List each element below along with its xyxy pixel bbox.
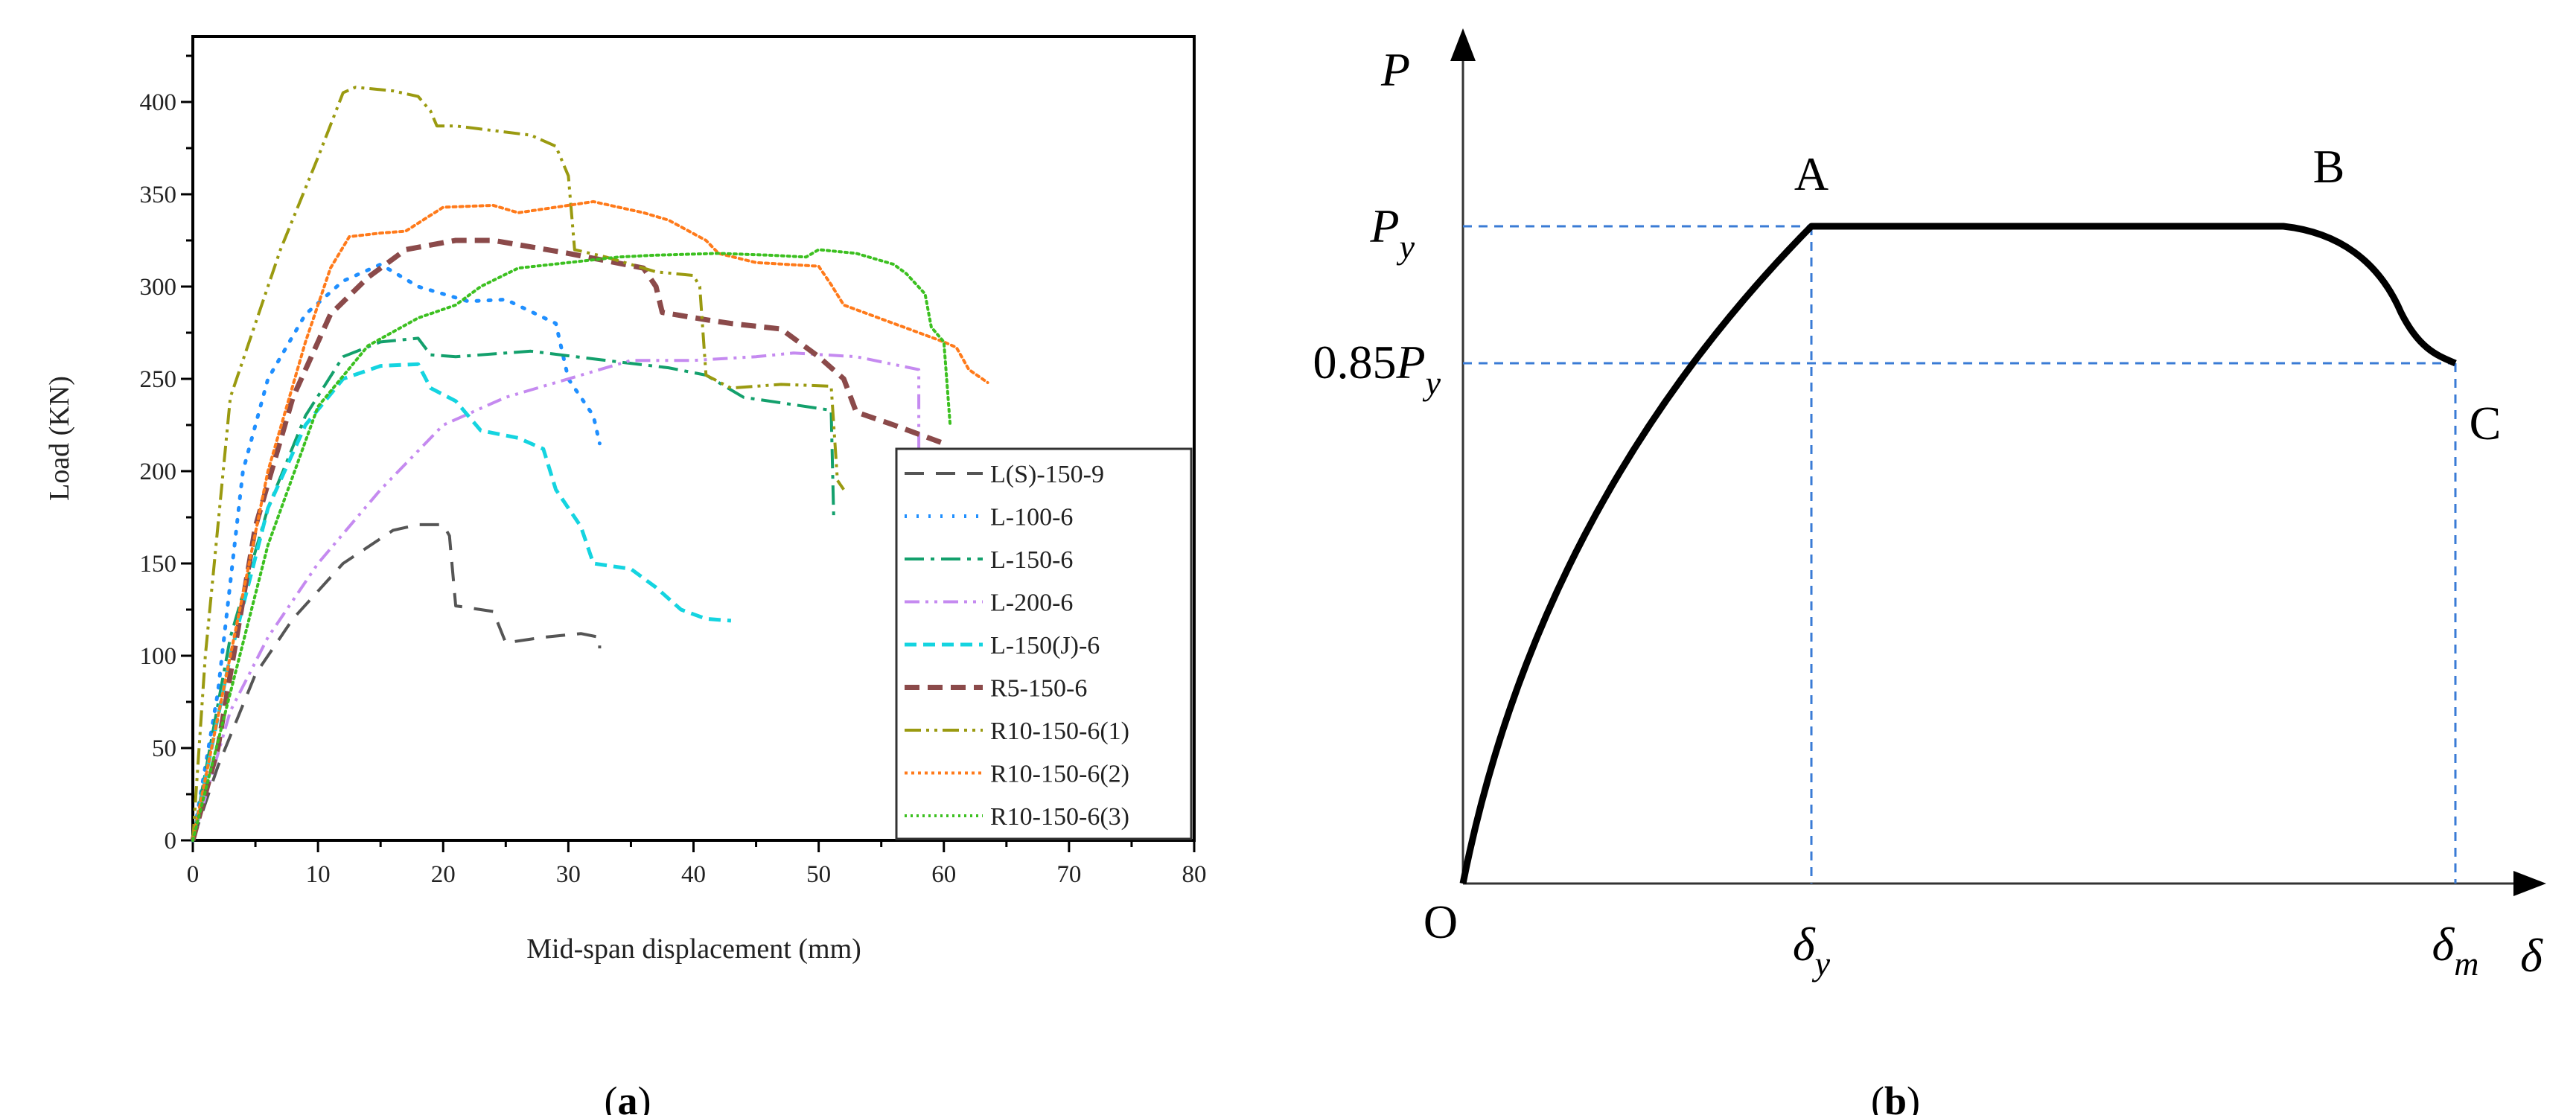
series-line-R10-150-6(3): [191, 248, 952, 842]
legend-label: L-150(J)-6: [990, 632, 1100, 659]
legend-label: L(S)-150-9: [990, 461, 1104, 488]
y-axis-label-p: P: [1380, 43, 1410, 96]
legend-label: L-100-6: [990, 504, 1073, 531]
x-axis-label-delta: δ: [2520, 929, 2543, 982]
x-tick-label: 70: [1056, 861, 1081, 888]
load-displacement-curve: [1459, 223, 2457, 884]
dy-base: δ: [1793, 918, 1816, 971]
x-tick-label: 60: [931, 861, 956, 888]
x-axis-label: Mid-span displacement (mm): [526, 933, 861, 965]
085-prefix: 0.85: [1313, 336, 1396, 389]
y-axis-label: Load (KN): [44, 376, 75, 501]
x-tick-label: 50: [806, 861, 831, 888]
x-tick-label: 10: [306, 861, 331, 888]
y-tick-label: 200: [140, 459, 177, 485]
y-tick-label: 50: [152, 735, 176, 762]
legend-label: R10-150-6(3): [990, 803, 1129, 831]
series-line-L-150(J)-6: [191, 362, 732, 841]
y-tick-label: 300: [140, 274, 177, 301]
series-line-L-100-6: [191, 262, 602, 843]
series-lines: [190, 86, 989, 843]
origin-label: O: [1424, 895, 1458, 948]
085py-label: 0.85Py: [1313, 336, 1441, 402]
series-line-L-150-6: [191, 336, 835, 841]
x-tick-label: 40: [681, 861, 706, 888]
y-tick-label: 150: [140, 551, 177, 578]
series-line-L-200-6: [191, 351, 921, 841]
dm-sub: m: [2454, 945, 2478, 983]
point-c-label: C: [2470, 397, 2502, 450]
series-line-R10-150-6(2): [191, 199, 989, 842]
x-axis-arrow-icon: [2513, 871, 2546, 896]
series-line-R5-150-6: [190, 237, 946, 841]
dy-label: δy: [1793, 918, 1831, 983]
legend-label: L-150-6: [990, 546, 1073, 574]
legend-label: R5-150-6: [990, 675, 1087, 703]
series-line-R10-150-6(1): [191, 86, 845, 841]
legend-label: R10-150-6(2): [990, 761, 1129, 788]
py-sub: y: [1397, 228, 1415, 266]
085py-base: P: [1395, 336, 1425, 389]
legend-label: R10-150-6(1): [990, 718, 1129, 745]
panel-b-diagram: P A B C O Py 0.85Py δy δm δ (b): [1313, 28, 2546, 1115]
y-axis-arrow-icon: [1450, 28, 1476, 61]
panel-b-caption: (b): [1871, 1079, 1920, 1115]
point-a-label: A: [1794, 147, 1829, 200]
x-tick-label: 0: [187, 861, 200, 888]
dm-base: δ: [2432, 918, 2455, 971]
y-tick-label: 100: [140, 643, 177, 670]
py-label: Py: [1369, 199, 1415, 266]
guide-lines: [1463, 225, 2457, 884]
x-tick-label: 30: [556, 861, 581, 888]
py-base: P: [1369, 199, 1399, 252]
panel-a-caption: (a): [605, 1079, 651, 1115]
series-line-L(S)-150-9: [191, 523, 602, 841]
panel-b-letter: b: [1884, 1079, 1907, 1115]
legend-label: L-200-6: [990, 590, 1073, 617]
legend: L(S)-150-9 L-100-6 L-150-6 L-200-6 L-150(J)-…: [905, 461, 1129, 831]
dm-label: δm: [2432, 918, 2479, 983]
y-tick-label: 250: [140, 366, 177, 393]
085py-sub: y: [1423, 364, 1441, 402]
axis-ticks: 0 10 20 30 40 50 60 70 80 0 50 100 150 200 250 300 350 40…: [140, 54, 1207, 888]
point-b-label: B: [2313, 140, 2345, 193]
panel-a-chart: 0 10 20 30 40 50 60 70 80 0 50 100 150 200 250 300 350 40…: [44, 35, 1207, 1115]
y-tick-label: 400: [140, 89, 177, 116]
x-tick-label: 80: [1182, 861, 1207, 888]
y-tick-label: 0: [165, 828, 177, 854]
panel-a-letter: a: [618, 1079, 638, 1115]
x-tick-label: 20: [431, 861, 456, 888]
dy-sub: y: [1812, 945, 1831, 983]
y-tick-label: 350: [140, 182, 177, 208]
